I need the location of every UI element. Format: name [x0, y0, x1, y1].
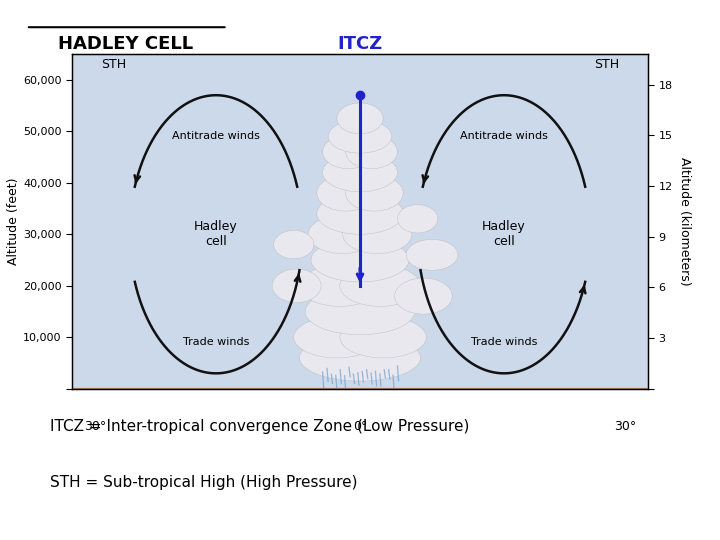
Text: 30°: 30° [614, 420, 636, 433]
Ellipse shape [317, 175, 374, 211]
Ellipse shape [340, 316, 426, 358]
Ellipse shape [317, 193, 403, 234]
Ellipse shape [323, 135, 374, 168]
Polygon shape [72, 389, 648, 415]
Text: Antitrade winds: Antitrade winds [172, 131, 260, 141]
Ellipse shape [397, 205, 438, 233]
Text: Hadley
cell: Hadley cell [482, 220, 526, 248]
Ellipse shape [311, 238, 409, 282]
Ellipse shape [406, 239, 458, 271]
Ellipse shape [323, 153, 397, 192]
Ellipse shape [308, 215, 377, 254]
Ellipse shape [346, 175, 403, 211]
Ellipse shape [272, 269, 321, 302]
Text: STH = Sub-tropical High (High Pressure): STH = Sub-tropical High (High Pressure) [50, 475, 358, 490]
Ellipse shape [300, 265, 380, 306]
Text: ITCZ: ITCZ [338, 35, 382, 53]
Ellipse shape [274, 231, 314, 259]
Text: STH: STH [101, 58, 126, 71]
Text: ITCZ = Inter-tropical convergence Zone (Low Pressure): ITCZ = Inter-tropical convergence Zone (… [50, 418, 469, 434]
Text: 30°: 30° [84, 420, 106, 433]
Ellipse shape [337, 103, 383, 134]
Y-axis label: Altitude (feet): Altitude (feet) [7, 178, 20, 265]
Text: HADLEY CELL: HADLEY CELL [58, 35, 193, 53]
Ellipse shape [300, 335, 420, 381]
Text: STH: STH [594, 58, 619, 71]
Text: Trade winds: Trade winds [471, 338, 537, 347]
Ellipse shape [343, 215, 412, 254]
Ellipse shape [328, 120, 392, 153]
Text: Hadley
cell: Hadley cell [194, 220, 238, 248]
Text: 0°: 0° [353, 420, 367, 433]
Ellipse shape [395, 278, 452, 314]
Text: Trade winds: Trade winds [183, 338, 249, 347]
Ellipse shape [305, 288, 415, 335]
Ellipse shape [346, 135, 397, 168]
Y-axis label: Altitude (kilometers): Altitude (kilometers) [678, 157, 691, 286]
Text: Antitrade winds: Antitrade winds [460, 131, 548, 141]
Ellipse shape [340, 265, 420, 306]
Ellipse shape [294, 316, 380, 358]
